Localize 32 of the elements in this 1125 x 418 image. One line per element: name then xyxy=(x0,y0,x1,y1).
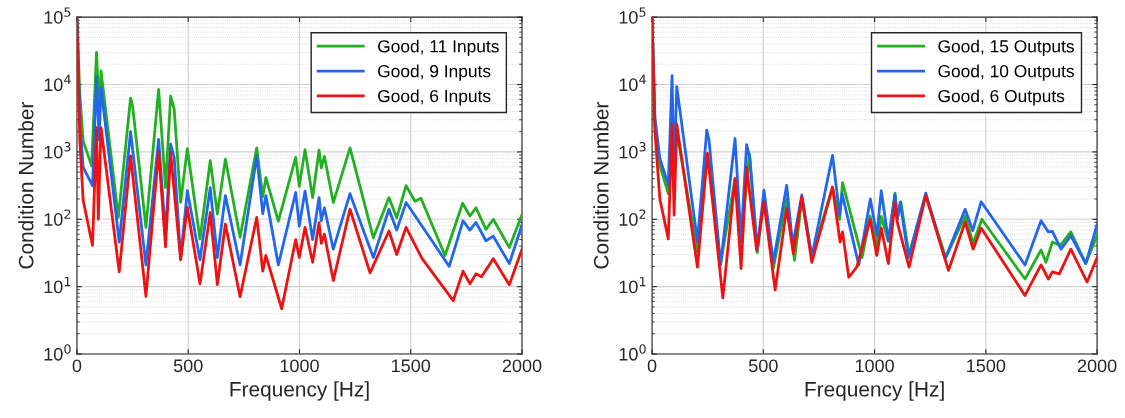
x-tick-label: 0 xyxy=(72,359,82,373)
x-tick-label: 500 xyxy=(173,359,203,373)
y-axis-title: Condition Number xyxy=(593,101,609,269)
legend-label: Good, 11 Inputs xyxy=(378,39,499,56)
legend-label: Good, 15 Outputs xyxy=(938,39,1074,56)
x-axis-title: Frequency [Hz] xyxy=(805,381,944,401)
x-tick-label: 2000 xyxy=(1077,359,1117,373)
y-tick-label: 10$^{2}$ xyxy=(619,209,646,226)
y-tick-label: 10$^{1}$ xyxy=(619,276,646,294)
legend-label: Good, 6 Outputs xyxy=(938,89,1065,106)
legend-label: Good, 9 Inputs xyxy=(378,64,491,81)
legend-label: Good, 6 Inputs xyxy=(378,89,491,106)
x-tick-label: 1000 xyxy=(855,359,894,373)
x-tick-label: 0 xyxy=(647,359,657,373)
x-tick-label: 1500 xyxy=(967,359,1006,373)
y-tick-label: 10$^{3}$ xyxy=(44,142,71,159)
y-tick-label: 10$^{5}$ xyxy=(619,7,646,24)
y-tick-label: 10$^{5}$ xyxy=(44,7,71,24)
y-axis-title: Condition Number xyxy=(18,101,34,269)
y-tick-label: 10$^{3}$ xyxy=(619,142,646,159)
x-axis-title: Frequency [Hz] xyxy=(230,381,369,401)
x-tick-label: 1000 xyxy=(280,359,319,373)
y-tick-label: 10$^{1}$ xyxy=(44,276,71,294)
y-tick-label: 10$^{0}$ xyxy=(619,344,646,361)
legend-label: Good, 10 Outputs xyxy=(938,64,1074,81)
y-tick-label: 10$^{4}$ xyxy=(44,74,71,92)
x-tick-label: 2000 xyxy=(502,359,542,373)
y-tick-label: 10$^{4}$ xyxy=(619,74,646,92)
x-tick-label: 1500 xyxy=(392,359,431,373)
y-tick-label: 10$^{2}$ xyxy=(44,209,71,226)
y-tick-label: 10$^{0}$ xyxy=(44,344,71,361)
x-tick-label: 500 xyxy=(748,359,778,373)
